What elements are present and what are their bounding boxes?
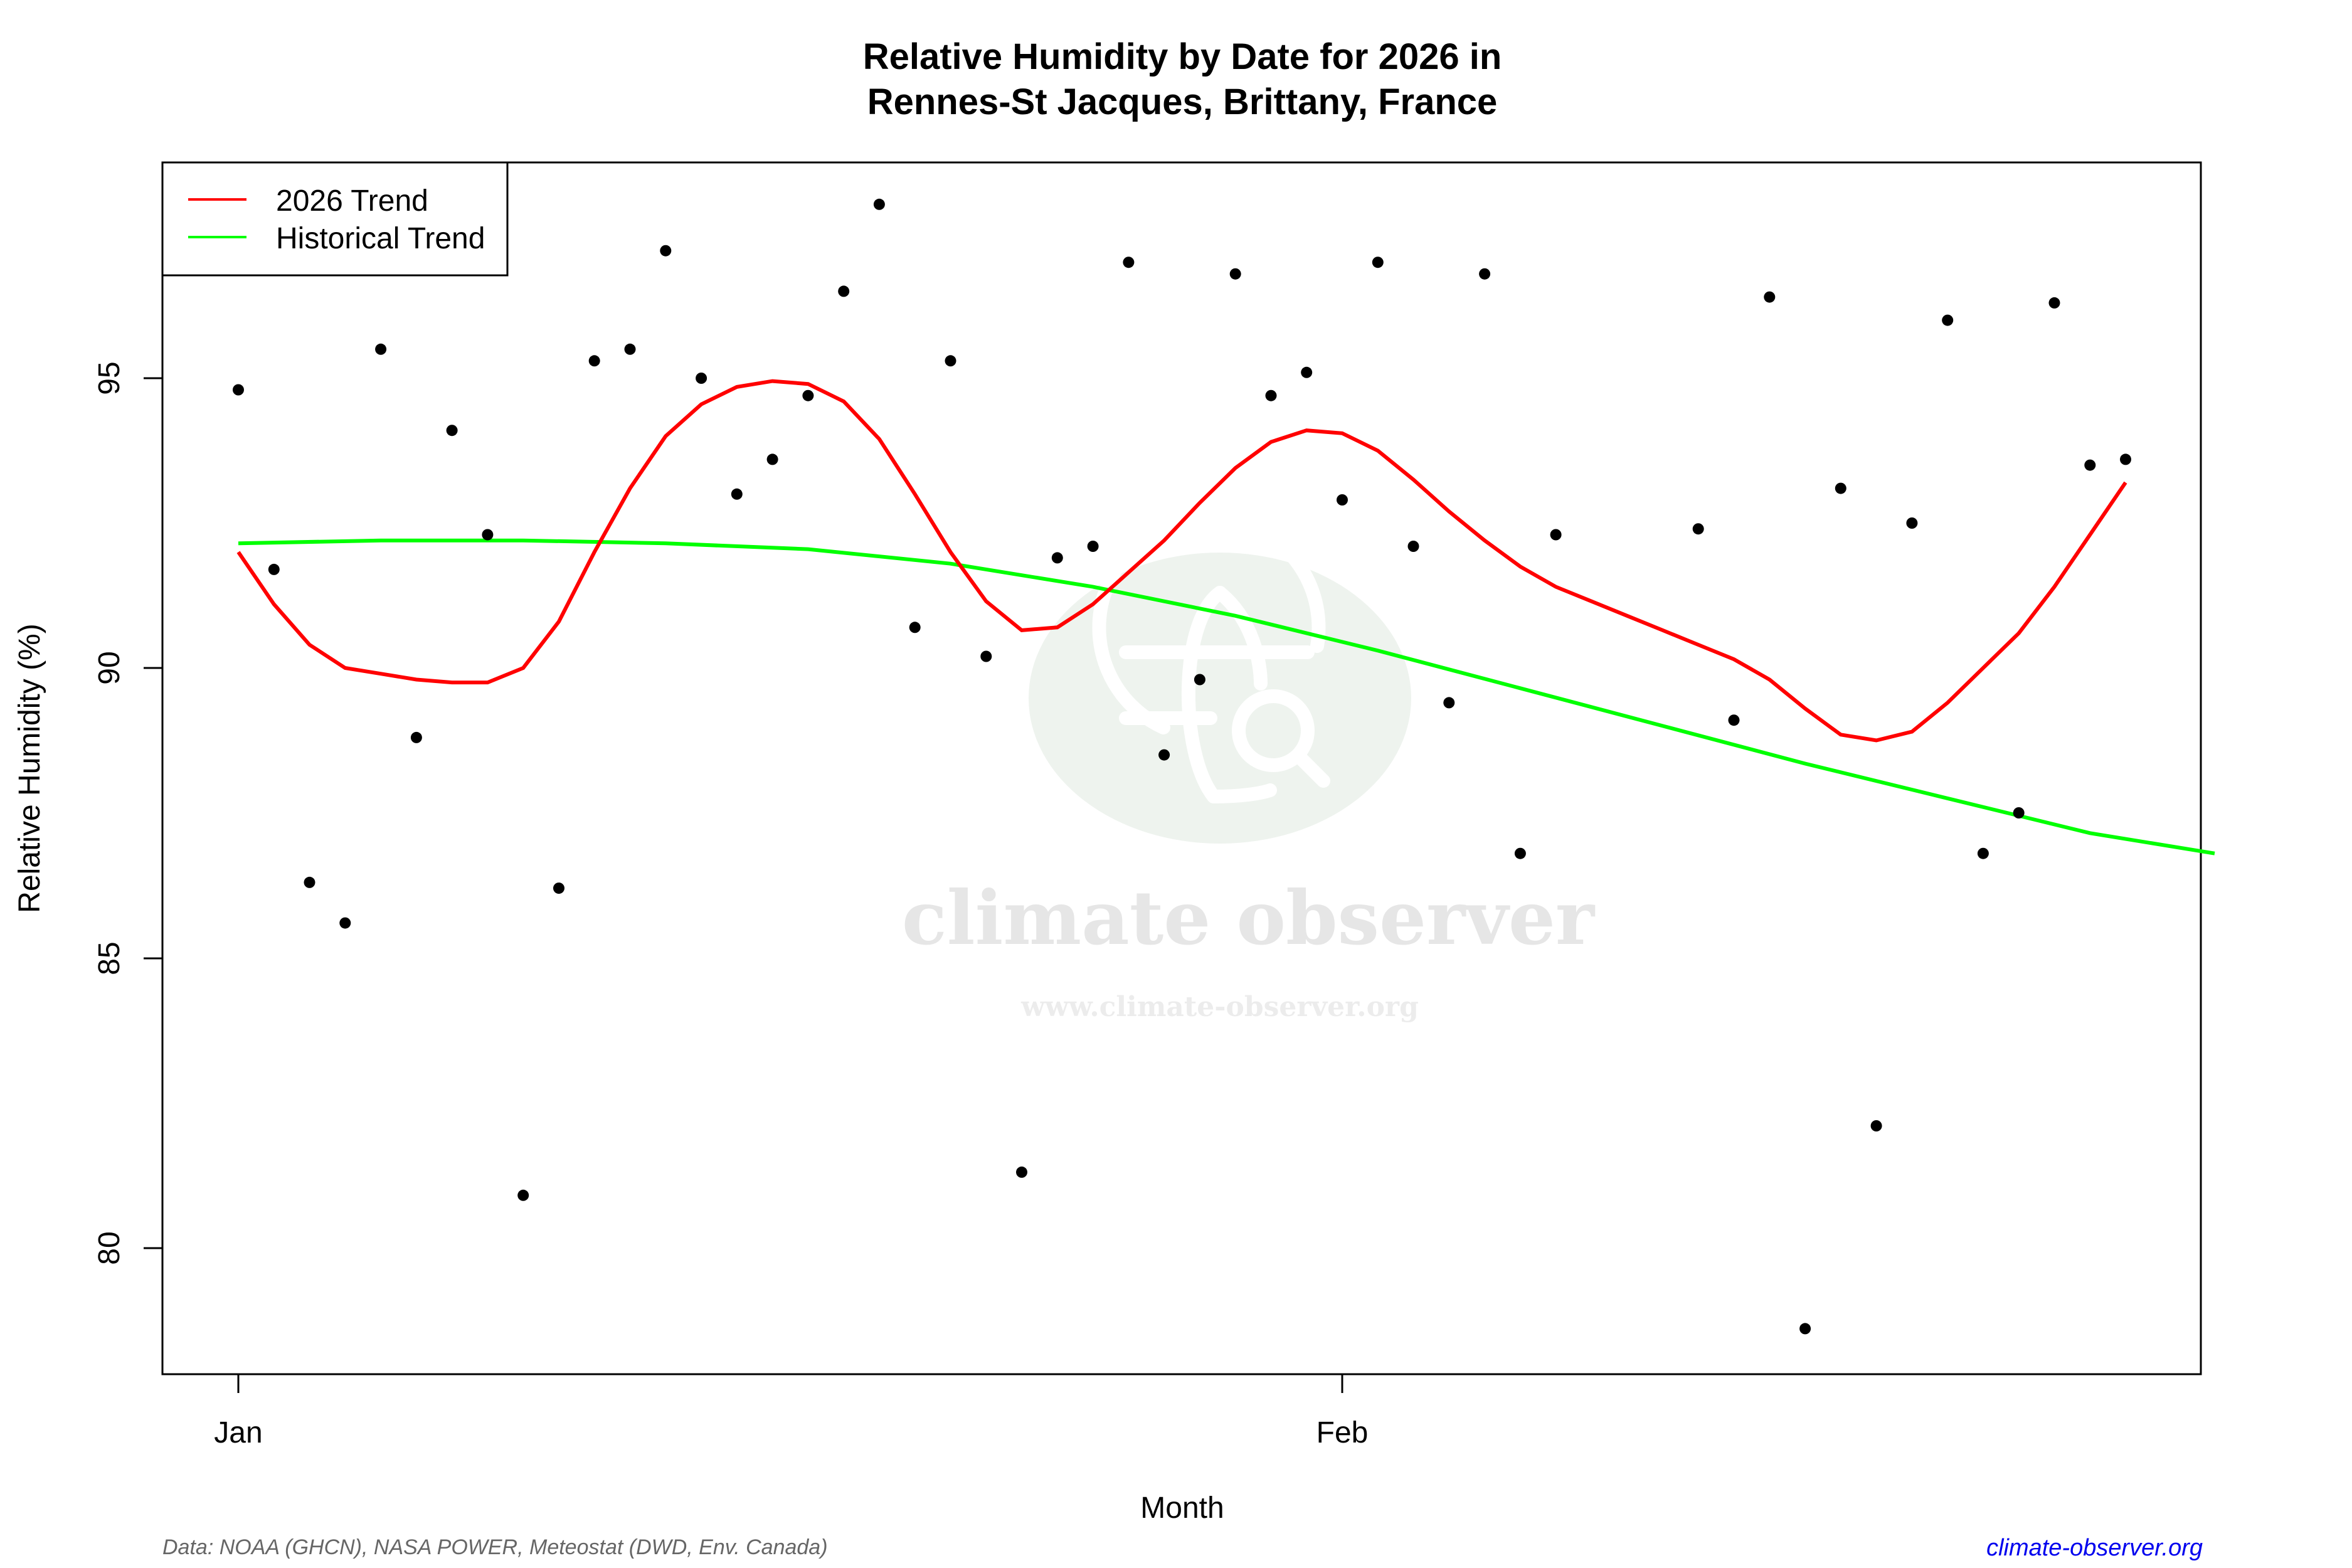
data-point: [2120, 453, 2131, 465]
y-axis-label: Relative Humidity (%): [13, 623, 46, 913]
legend-box: [161, 161, 509, 277]
data-point: [1407, 541, 1419, 552]
data-point: [838, 285, 850, 297]
data-point: [2048, 297, 2060, 309]
data-point: [1123, 257, 1135, 268]
y-axis: [144, 377, 162, 1249]
data-point: [304, 876, 315, 888]
data-point: [1158, 749, 1170, 761]
data-point: [1194, 674, 1205, 686]
data-point: [873, 198, 885, 210]
data-point: [1051, 552, 1063, 564]
legend-label-historical-trend: Historical Trend: [276, 222, 485, 255]
data-point: [909, 622, 921, 633]
site-link[interactable]: climate-observer.org: [1986, 1535, 2203, 1561]
data-point: [339, 917, 351, 929]
watermark: climate observer www.climate-observer.or…: [902, 511, 1596, 1023]
data-point: [1265, 389, 1277, 401]
x-axis: [237, 1374, 1343, 1393]
data-point: [588, 355, 600, 367]
data-source-note: Data: NOAA (GHCN), NASA POWER, Meteostat…: [162, 1535, 828, 1559]
data-point: [1514, 847, 1526, 859]
plot-area: [161, 161, 2202, 1375]
data-point: [1372, 257, 1384, 268]
chart-title-line-2: Rennes-St Jacques, Brittany, France: [867, 82, 1498, 122]
data-point: [766, 453, 778, 465]
data-point: [731, 488, 743, 500]
data-point: [233, 384, 244, 396]
data-point: [1016, 1166, 1027, 1178]
y-tick-95: 95: [93, 361, 126, 395]
legend-label-2026-trend: 2026 Trend: [276, 184, 428, 218]
chart-title-line-1: Relative Humidity by Date for 2026 in: [863, 36, 1502, 77]
data-point: [696, 373, 707, 384]
data-point: [1692, 523, 1704, 535]
data-point: [1337, 494, 1348, 506]
data-point: [802, 389, 814, 401]
data-point: [1301, 366, 1313, 378]
y-tick-90: 90: [93, 651, 126, 684]
data-point: [1479, 268, 1491, 280]
watermark-text: climate observer: [902, 874, 1596, 961]
x-tick-feb: Feb: [1316, 1416, 1369, 1449]
x-axis-label: Month: [1140, 1491, 1224, 1525]
data-point: [1835, 482, 1846, 494]
data-point: [1906, 517, 1918, 529]
data-point: [553, 882, 564, 894]
data-point: [268, 563, 280, 575]
y-tick-85: 85: [93, 941, 126, 975]
data-point: [624, 343, 636, 355]
data-point: [482, 529, 494, 541]
y-tick-80: 80: [93, 1231, 126, 1264]
data-point: [375, 343, 387, 355]
data-point: [1764, 291, 1776, 303]
data-point: [517, 1189, 529, 1201]
data-point: [1443, 697, 1455, 709]
data-point: [1087, 541, 1099, 552]
data-point: [1550, 529, 1562, 541]
data-point: [660, 245, 672, 257]
data-point: [410, 731, 422, 743]
data-point: [1977, 847, 1989, 859]
globe-search-icon: [1092, 511, 1330, 803]
data-point: [1870, 1120, 1882, 1131]
data-point: [446, 425, 458, 437]
data-points: [233, 198, 2131, 1335]
data-point: [1728, 714, 1740, 726]
data-point: [980, 650, 992, 662]
data-point: [2013, 807, 2025, 818]
data-point: [1799, 1323, 1811, 1335]
legend: 2026 Trend Historical Trend: [161, 161, 509, 277]
historical-trend-line: [238, 538, 2215, 856]
data-point: [1229, 268, 1241, 280]
x-tick-jan: Jan: [214, 1416, 262, 1449]
data-point: [945, 355, 956, 367]
trend-2026-line: [236, 379, 2127, 743]
data-point: [2084, 459, 2096, 471]
data-point: [1942, 314, 1954, 326]
watermark-url: www.climate-observer.org: [1020, 991, 1419, 1023]
